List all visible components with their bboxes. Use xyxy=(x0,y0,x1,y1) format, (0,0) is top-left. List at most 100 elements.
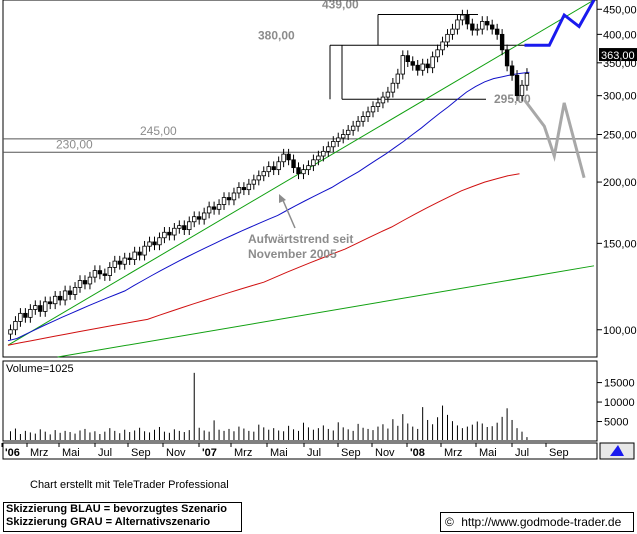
candle-body xyxy=(499,33,505,51)
candle-body xyxy=(385,91,391,98)
candle-body xyxy=(450,28,455,35)
candle-body xyxy=(137,251,142,256)
y-tick-label-7: 100,00 xyxy=(603,325,637,337)
candle-body xyxy=(504,49,510,67)
x-tick-label-15: Jul xyxy=(515,447,529,459)
x-tick-label-4: Sep xyxy=(131,447,151,459)
candle-body xyxy=(524,73,530,86)
candle-body xyxy=(147,241,152,247)
candle-body xyxy=(281,153,286,163)
candle-body xyxy=(390,82,396,93)
candle-body xyxy=(519,84,525,97)
x-tick-label-11: Nov xyxy=(375,447,395,459)
candle-body xyxy=(266,166,271,173)
candle-body xyxy=(82,280,88,285)
y-tick-label-0: 450,00 xyxy=(603,4,637,16)
moving-average-red xyxy=(7,173,520,346)
source-url[interactable]: http://www.godmode-trader.de xyxy=(461,515,622,529)
candle-body xyxy=(415,64,420,71)
last-price-label: 363,00 xyxy=(601,50,635,62)
candle-body xyxy=(420,63,425,71)
candle-body xyxy=(395,73,401,84)
candle-body xyxy=(256,175,261,181)
scenario-legend: Skizzierung BLAU = bevorzugtes Szenario … xyxy=(3,502,242,532)
candle-body xyxy=(296,167,301,175)
legend-grey: Skizzierung GRAU = Alternativszenario xyxy=(6,516,211,528)
candle-body xyxy=(162,231,167,239)
candle-body xyxy=(455,19,460,30)
volume-y-axis: 15000 10000 5000 xyxy=(597,378,635,429)
x-tick-label-8: Mai xyxy=(270,447,288,459)
candle-body xyxy=(67,290,73,295)
candle-body xyxy=(8,329,13,335)
credit-text: Chart erstellt mit TeleTrader Profession… xyxy=(30,479,229,491)
candle-body xyxy=(345,129,351,135)
volume-plot-frame xyxy=(2,360,598,442)
volume-panel: Volume=1025 15000 10000 5000 xyxy=(2,360,635,442)
scenario-grey xyxy=(523,99,586,179)
volume-tick-label-0: 15000 xyxy=(604,378,635,390)
candle-body xyxy=(33,305,38,310)
candle-body xyxy=(326,146,331,152)
candle-body xyxy=(231,192,237,201)
candle-body xyxy=(291,159,296,169)
candle-body xyxy=(112,260,117,268)
candle-body xyxy=(192,216,197,223)
time-x-axis: '06 Mrz Mai Jul Sep Nov '07 Mrz Mai Jul Sep Nov '08 M… xyxy=(1,442,598,460)
candle-body xyxy=(485,21,490,26)
candle-body xyxy=(187,221,192,231)
candle-body xyxy=(107,266,113,276)
candle-body xyxy=(246,183,252,191)
candle-body xyxy=(365,111,371,117)
candle-body xyxy=(62,290,68,301)
candle-body xyxy=(440,41,445,51)
candle-body xyxy=(465,14,470,25)
copyright-icon: © xyxy=(445,515,454,529)
candle-body xyxy=(460,14,465,21)
candle-body xyxy=(221,197,227,205)
candle-body xyxy=(480,21,485,30)
candle-body xyxy=(236,187,242,194)
candle-body xyxy=(23,312,28,318)
candle-body xyxy=(360,116,366,122)
candle-body xyxy=(97,270,103,275)
candle-body xyxy=(226,197,232,201)
x-tick-label-3: Jul xyxy=(98,447,112,459)
candle-body xyxy=(127,257,132,260)
candle-body xyxy=(336,137,341,142)
candle-body xyxy=(405,55,410,63)
candle-body xyxy=(311,159,316,167)
candle-body xyxy=(425,63,430,69)
candle-body xyxy=(38,305,43,312)
scroll-arrow-icon[interactable] xyxy=(610,445,624,456)
candle-body xyxy=(370,106,376,113)
y-tick-label-6: 150,00 xyxy=(603,238,637,250)
scroll-widget[interactable] xyxy=(599,442,635,460)
candle-body xyxy=(48,301,53,305)
x-tick-label-6: '07 xyxy=(202,447,217,459)
candle-body xyxy=(211,206,217,210)
candle-body xyxy=(445,33,450,43)
x-tick-label-12: '08 xyxy=(410,447,425,459)
candle-body xyxy=(306,165,311,171)
x-tick-label-9: Jul xyxy=(307,447,321,459)
candle-body xyxy=(152,241,157,246)
y-tick-label-3: 300,00 xyxy=(603,91,637,103)
candle-body xyxy=(87,276,93,285)
y-tick-label-5: 200,00 xyxy=(603,177,637,189)
trend-annotation: Aufwärtstrend seit November 2005 xyxy=(248,194,353,261)
legend-blue: Skizzierung BLAU = bevorzugtes Szenario xyxy=(6,503,227,515)
x-axis-frame xyxy=(2,442,598,460)
candle-body xyxy=(509,65,515,76)
trend-line-1 xyxy=(57,265,595,358)
source-link[interactable]: © http://www.godmode-trader.de xyxy=(440,512,634,532)
candle-body xyxy=(489,24,495,30)
candle-body xyxy=(316,155,321,161)
candle-body xyxy=(28,309,33,318)
annotation-line-1: Aufwärtstrend seit xyxy=(248,232,353,246)
candle-body xyxy=(470,23,475,31)
candle-body xyxy=(261,171,266,177)
candle-body xyxy=(77,280,83,288)
candle-body xyxy=(380,96,386,104)
candle-body xyxy=(92,270,98,278)
